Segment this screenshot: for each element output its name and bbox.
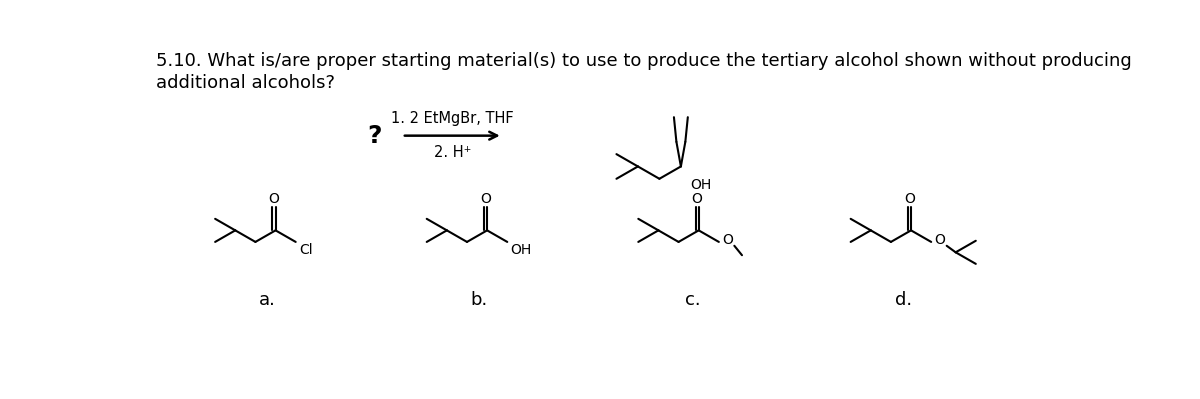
Text: 5.10. What is/are proper starting material(s) to use to produce the tertiary alc: 5.10. What is/are proper starting materi… bbox=[156, 53, 1132, 71]
Text: OH: OH bbox=[510, 243, 532, 257]
Text: O: O bbox=[904, 192, 914, 206]
Text: O: O bbox=[935, 233, 946, 247]
Text: OH: OH bbox=[690, 178, 712, 192]
Text: O: O bbox=[269, 192, 280, 206]
Text: O: O bbox=[722, 233, 733, 247]
Text: 1. 2 EtMgBr, THF: 1. 2 EtMgBr, THF bbox=[391, 111, 514, 126]
Text: b.: b. bbox=[470, 290, 488, 309]
Text: additional alcohols?: additional alcohols? bbox=[156, 74, 335, 92]
Text: O: O bbox=[691, 192, 702, 206]
Text: a.: a. bbox=[259, 290, 276, 309]
Text: c.: c. bbox=[685, 290, 701, 309]
Text: 2. H⁺: 2. H⁺ bbox=[433, 145, 470, 160]
Text: Cl: Cl bbox=[299, 243, 312, 257]
Text: O: O bbox=[480, 192, 491, 206]
Text: d.: d. bbox=[895, 290, 912, 309]
Text: ?: ? bbox=[367, 124, 382, 148]
